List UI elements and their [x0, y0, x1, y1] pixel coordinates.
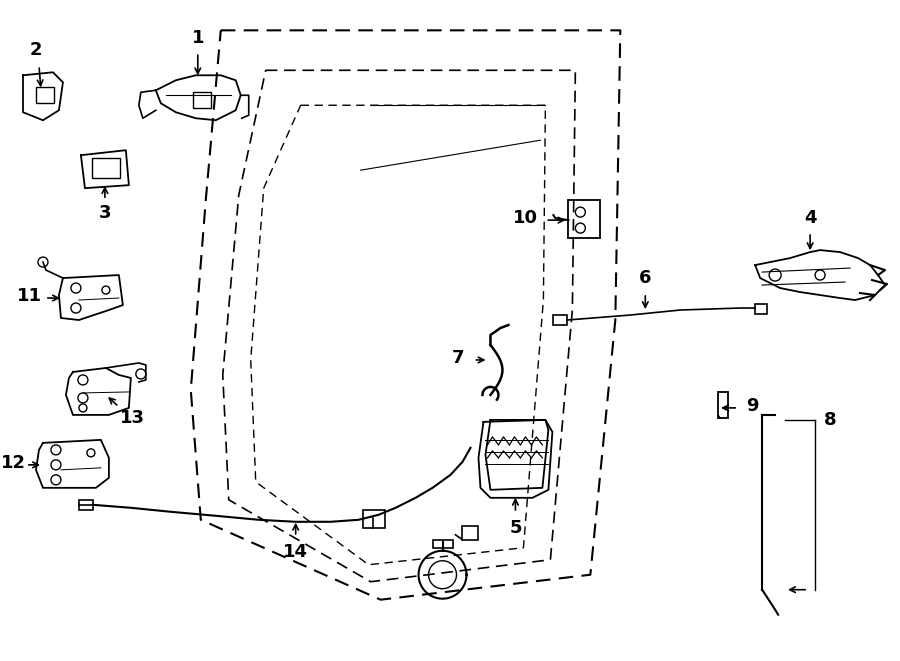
Text: 14: 14	[284, 543, 308, 561]
Bar	[718, 392, 728, 418]
Text: 9: 9	[746, 397, 759, 415]
Text: 7: 7	[452, 349, 464, 367]
Bar	[554, 315, 567, 325]
Text: 5: 5	[509, 519, 522, 537]
Bar	[92, 158, 120, 178]
Text: 13: 13	[121, 409, 146, 427]
Text: 6: 6	[639, 269, 652, 287]
Text: 2: 2	[30, 42, 42, 59]
Text: 3: 3	[99, 204, 111, 222]
Bar	[193, 93, 211, 108]
Text: 11: 11	[16, 287, 41, 305]
Bar	[363, 510, 384, 527]
Text: 1: 1	[192, 29, 204, 48]
Bar	[79, 500, 93, 510]
Bar	[433, 540, 453, 548]
Bar	[463, 525, 479, 540]
Bar	[755, 304, 767, 314]
Bar	[569, 200, 600, 238]
Text: 8: 8	[824, 411, 836, 429]
Text: 4: 4	[804, 209, 816, 227]
Text: 12: 12	[1, 454, 25, 472]
Bar	[36, 87, 54, 103]
Text: 10: 10	[513, 209, 538, 227]
